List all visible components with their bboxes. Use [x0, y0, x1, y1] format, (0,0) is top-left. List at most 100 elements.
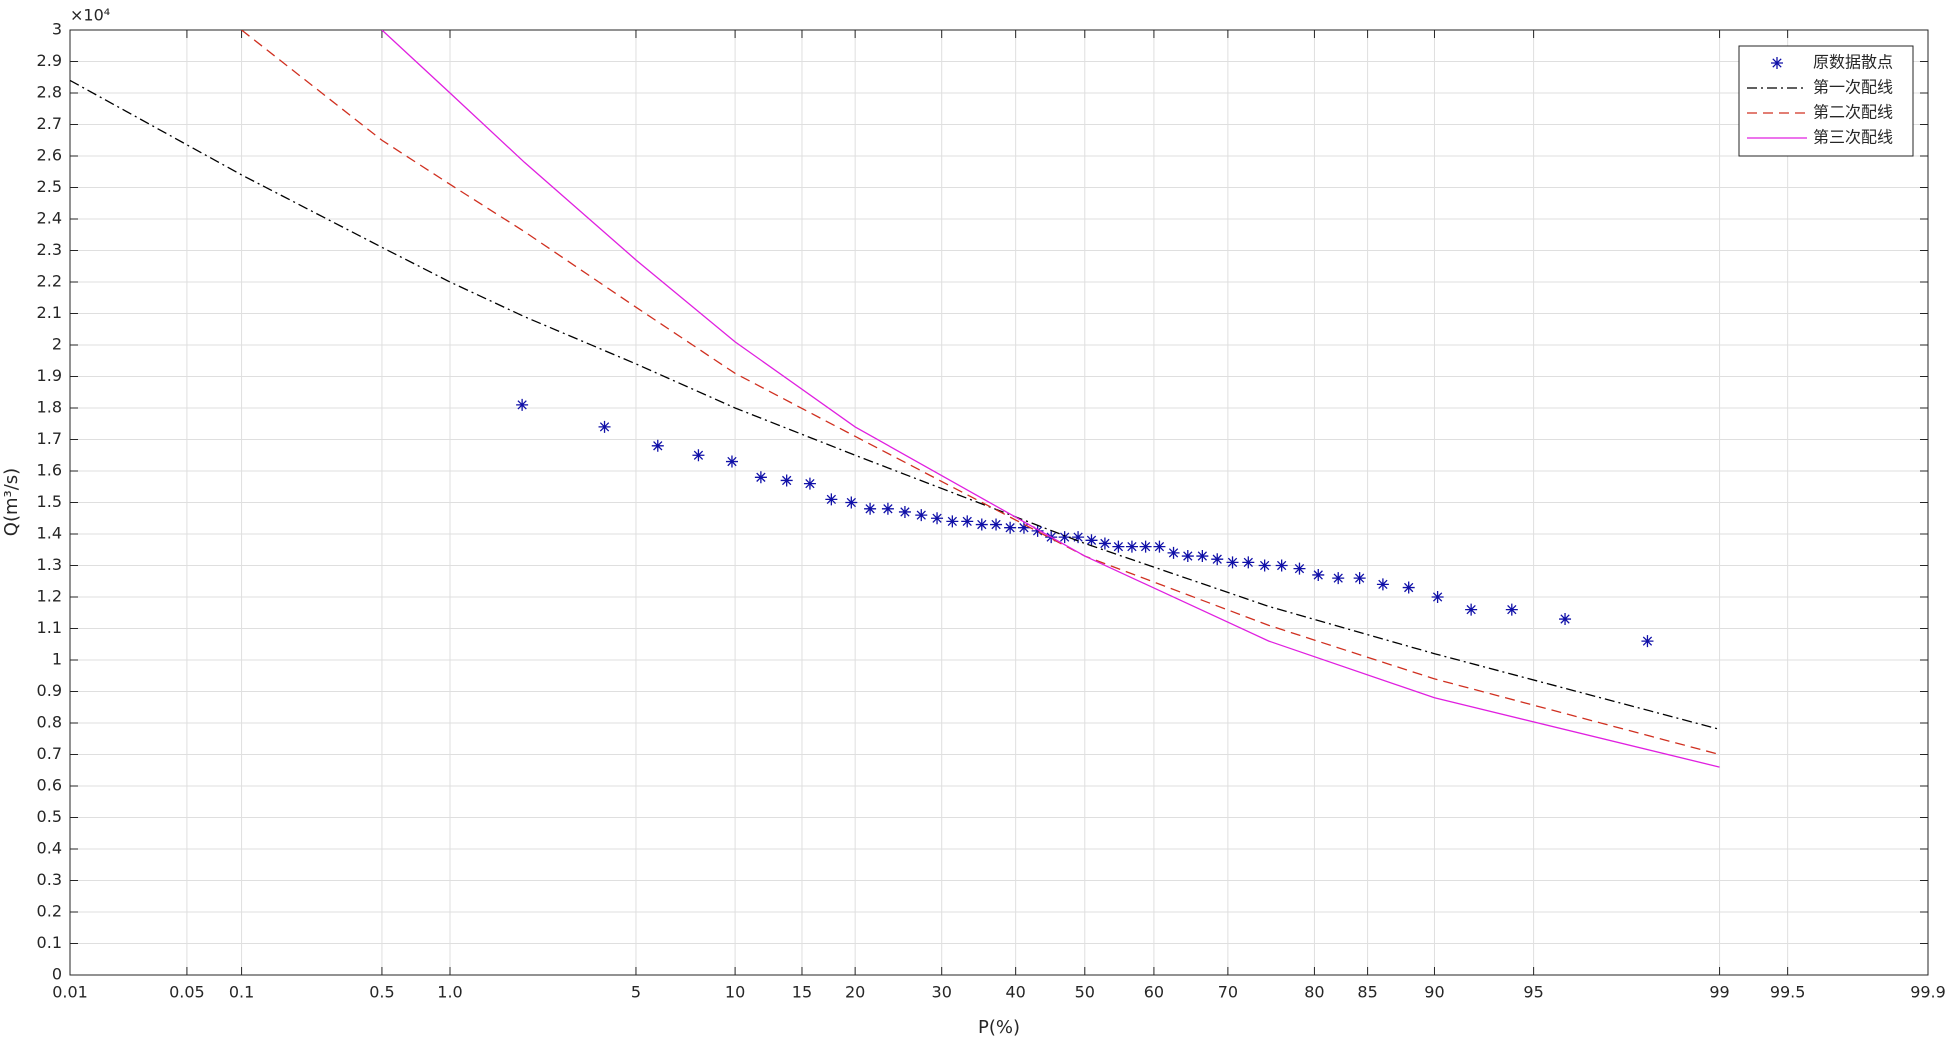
data-point — [803, 477, 816, 490]
data-point — [990, 518, 1003, 531]
data-point — [1242, 556, 1255, 569]
y-tick-label: 2.7 — [37, 114, 62, 133]
data-point — [1505, 603, 1518, 616]
legend-label: 第一次配线 — [1813, 78, 1893, 97]
x-tick-label: 80 — [1304, 983, 1324, 1002]
y-tick-label: 1.5 — [37, 492, 62, 511]
x-tick-label: 15 — [792, 983, 812, 1002]
data-point — [915, 509, 928, 522]
data-point — [1181, 550, 1194, 563]
y-tick-label: 0.2 — [37, 902, 62, 921]
x-tick-label: 0.01 — [52, 983, 88, 1002]
x-tick-label: 60 — [1144, 983, 1164, 1002]
data-point — [1125, 540, 1138, 553]
y-tick-label: 0.5 — [37, 807, 62, 826]
y-axis-label: Q(m³/s) — [1, 468, 22, 536]
data-point — [946, 515, 959, 528]
y-tick-label: 0.7 — [37, 744, 62, 763]
x-tick-label: 20 — [845, 983, 865, 1002]
data-point — [780, 474, 793, 487]
legend-marker — [1771, 57, 1783, 69]
data-point — [1058, 531, 1071, 544]
y-tick-label: 1.8 — [37, 398, 62, 417]
y-tick-label: 1.4 — [37, 524, 62, 543]
y-tick-label: 0.8 — [37, 713, 62, 732]
x-tick-label: 85 — [1357, 983, 1377, 1002]
y-tick-label: 2 — [52, 335, 62, 354]
y-tick-label: 1.3 — [37, 555, 62, 574]
y-tick-label: 0.9 — [37, 681, 62, 700]
legend-label: 原数据散点 — [1813, 53, 1893, 72]
data-point — [1293, 562, 1306, 575]
data-point — [516, 398, 529, 411]
fit-line — [70, 79, 1720, 730]
y-tick-label: 1 — [52, 650, 62, 669]
data-point — [1431, 591, 1444, 603]
data-point — [825, 493, 838, 506]
data-point — [692, 449, 705, 462]
y-tick-label: 1.9 — [37, 366, 62, 385]
x-tick-label: 30 — [932, 983, 952, 1002]
data-point — [1402, 581, 1415, 594]
plot-area — [70, 30, 1720, 768]
data-point — [1153, 540, 1166, 553]
data-point — [1139, 540, 1152, 553]
x-tick-label: 95 — [1523, 983, 1543, 1002]
y-tick-label: 2.1 — [37, 303, 62, 322]
y-tick-label: 0 — [52, 965, 62, 984]
y-tick-label: 1.1 — [37, 618, 62, 637]
x-axis-label: P(%) — [978, 1017, 1020, 1038]
data-point — [1098, 537, 1111, 550]
data-point — [725, 455, 738, 468]
data-point — [754, 471, 767, 484]
data-point — [845, 496, 858, 509]
y-tick-label: 0.1 — [37, 933, 62, 952]
x-tick-label: 0.05 — [169, 983, 205, 1002]
y-tick-label: 2.3 — [37, 240, 62, 259]
data-point — [1196, 550, 1209, 563]
x-tick-label: 1.0 — [437, 983, 462, 1002]
data-point — [1085, 534, 1098, 547]
y-tick-label: 1.2 — [37, 587, 62, 606]
x-tick-label: 0.1 — [229, 983, 254, 1002]
data-point — [1112, 540, 1125, 553]
data-point — [1072, 531, 1085, 544]
data-point — [1641, 635, 1654, 648]
data-point — [651, 439, 664, 452]
x-tick-label: 40 — [1005, 983, 1025, 1002]
y-tick-label: 2.2 — [37, 272, 62, 291]
fit-line — [381, 30, 1720, 768]
y-tick-label: 3 — [52, 20, 62, 39]
y-tick-label: 2.4 — [37, 209, 62, 228]
data-point — [961, 515, 974, 528]
x-tick-label: 99 — [1709, 983, 1729, 1002]
data-point — [975, 518, 988, 531]
y-tick-label: 0.3 — [37, 870, 62, 889]
legend-label: 第三次配线 — [1813, 128, 1893, 147]
x-tick-label: 5 — [631, 983, 641, 1002]
data-point — [931, 512, 944, 525]
y-tick-label: 2.8 — [37, 83, 62, 102]
data-point — [1312, 568, 1325, 581]
data-point — [1226, 556, 1239, 569]
x-tick-label: 90 — [1424, 983, 1444, 1002]
y-tick-label: 2.9 — [37, 51, 62, 70]
data-point — [1167, 546, 1180, 559]
x-tick-label: 70 — [1218, 983, 1238, 1002]
data-point — [1376, 578, 1389, 591]
y-tick-label: 2.6 — [37, 146, 62, 165]
x-tick-label: 50 — [1075, 983, 1095, 1002]
y-tick-label: 1.6 — [37, 461, 62, 480]
data-point — [864, 502, 877, 515]
data-point — [1031, 524, 1044, 537]
y-tick-label: 0.4 — [37, 839, 62, 858]
data-point — [1004, 521, 1017, 534]
data-point — [881, 502, 894, 515]
data-point — [1559, 613, 1572, 626]
data-point — [1258, 559, 1271, 572]
data-point — [598, 420, 611, 433]
x-tick-label: 99.5 — [1770, 983, 1806, 1002]
fit-line — [241, 30, 1720, 756]
